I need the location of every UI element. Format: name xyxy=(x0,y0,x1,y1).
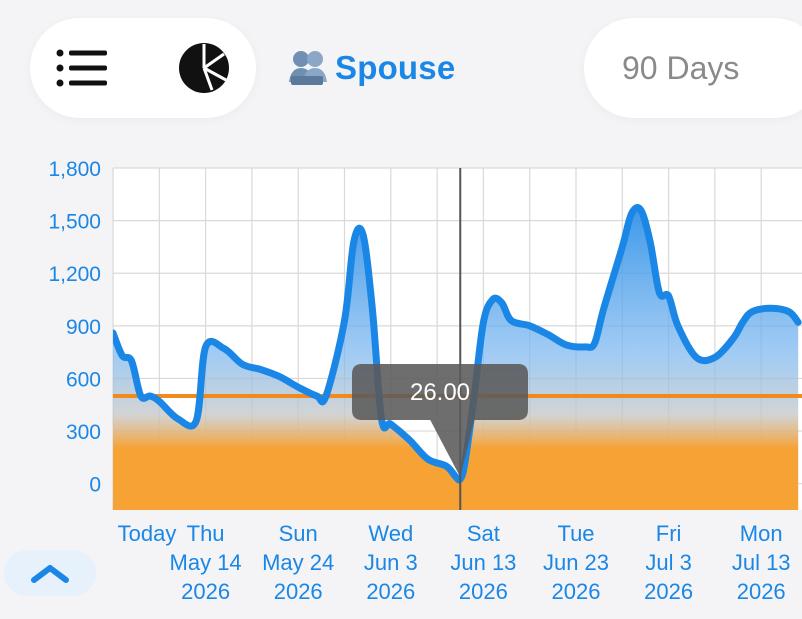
x-tick-label: Wed Jun 3 2026 xyxy=(364,521,418,604)
x-tick-line: Sat xyxy=(467,521,500,546)
x-tick-line: 2026 xyxy=(181,579,230,604)
range-pill[interactable] xyxy=(584,18,802,118)
profile-name: Spouse xyxy=(335,49,456,86)
x-tick-label: Tue Jun 23 2026 xyxy=(543,521,609,604)
x-tick-line: Thu xyxy=(187,521,225,546)
x-tick-line: 2026 xyxy=(366,579,415,604)
x-tick-label: Thu May 14 2026 xyxy=(170,521,242,604)
y-tick-label: 1,500 xyxy=(48,211,101,234)
y-tick-label: 300 xyxy=(66,421,101,444)
x-tick-line: Fri xyxy=(656,521,682,546)
series-line xyxy=(113,204,802,484)
chevron-up-icon xyxy=(31,565,69,583)
x-tick-line: Mon xyxy=(740,521,783,546)
x-tick-label: Today xyxy=(118,521,177,546)
x-tick-line: May 24 xyxy=(262,550,334,575)
y-tick-label: 1,800 xyxy=(48,158,101,181)
people-icon xyxy=(289,51,327,85)
value-tooltip: 26.00 xyxy=(352,364,528,478)
x-tick-line: May 14 xyxy=(170,550,242,575)
x-tick-label: Sat Jun 13 2026 xyxy=(450,521,516,604)
x-tick-line: Jun 23 xyxy=(543,550,609,575)
y-tick-label: 0 xyxy=(89,474,101,497)
x-tick-line: Wed xyxy=(368,521,413,546)
x-tick-label: Fri Jul 3 2026 xyxy=(644,521,693,604)
x-tick-line: 2026 xyxy=(459,579,508,604)
x-tick-line: Jul 3 xyxy=(645,550,691,575)
x-tick-label: Sun May 24 2026 xyxy=(262,521,334,604)
y-tick-label: 900 xyxy=(66,316,101,339)
x-tick-line: Today xyxy=(118,521,177,546)
x-tick-line: 2026 xyxy=(274,579,323,604)
collapse-button[interactable] xyxy=(4,550,96,596)
x-tick-line: Jun 3 xyxy=(364,550,418,575)
x-tick-line: Jul 13 xyxy=(732,550,791,575)
x-tick-line: Sun xyxy=(279,521,318,546)
tooltip-value: 26.00 xyxy=(410,379,470,406)
range-label[interactable]: 90 Days xyxy=(622,50,740,86)
x-tick-label: Mon Jul 13 2026 xyxy=(732,521,791,604)
x-axis-ticks: Today Thu May 14 2026 Sun May 24 2026 Wed Jun 3 2… xyxy=(118,521,791,604)
pie-chart-icon[interactable] xyxy=(178,42,230,94)
y-tick-label: 1,200 xyxy=(48,263,101,286)
x-tick-line: 2026 xyxy=(737,579,786,604)
series-area xyxy=(113,207,799,510)
x-tick-line: Jun 13 xyxy=(450,550,516,575)
x-tick-line: Tue xyxy=(557,521,594,546)
y-tick-label: 600 xyxy=(66,368,101,391)
profile-selector[interactable]: Spouse xyxy=(287,48,455,88)
x-tick-line: 2026 xyxy=(644,579,693,604)
x-tick-line: 2026 xyxy=(552,579,601,604)
y-axis-ticks: 1,800 1,500 1,200 900 600 300 0 xyxy=(48,158,101,497)
list-icon[interactable] xyxy=(56,48,108,88)
